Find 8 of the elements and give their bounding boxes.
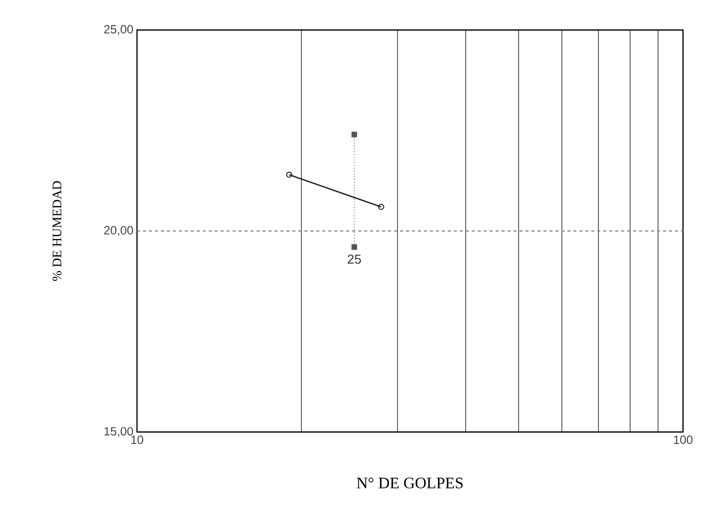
x-tick-label: 10: [131, 436, 144, 444]
x-axis-title: N° DE GOLPES: [356, 478, 463, 488]
y-tick-label: 20,00: [104, 226, 134, 236]
annotation: 25: [348, 254, 361, 264]
y-tick-label: 15,00: [104, 427, 134, 437]
y-axis-title: % DE HUMEDAD: [52, 181, 62, 281]
y-tick-label: 25,00: [104, 25, 134, 35]
x-tick-label: 100: [674, 436, 693, 444]
